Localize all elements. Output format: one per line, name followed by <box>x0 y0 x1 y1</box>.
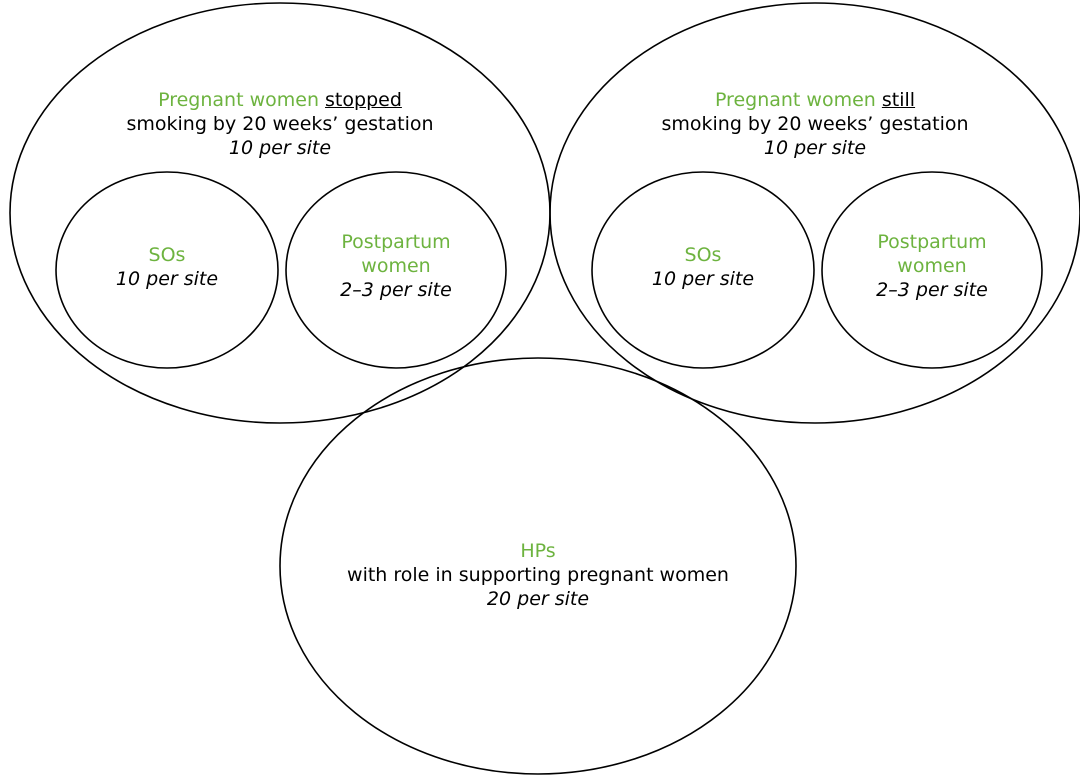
stopped-group-qualifier: stopped <box>325 89 402 111</box>
stopped-postpartum-ellipse <box>285 171 507 369</box>
hps-group-count: 20 per site <box>486 588 590 610</box>
still-group-title-line: Pregnant women still <box>615 88 1015 112</box>
still-sos-count: 10 per site <box>651 268 755 290</box>
stopped-sos-count: 10 per site <box>115 268 219 290</box>
stopped-group-ellipse <box>9 2 551 424</box>
still-group-qualifier: still <box>881 89 916 111</box>
stopped-sos-label: SOs 10 per site <box>67 243 267 291</box>
still-postpartum-title-line2: women <box>897 255 967 277</box>
stopped-group-label: Pregnant women stopped smoking by 20 wee… <box>80 88 480 160</box>
stopped-postpartum-label: Postpartum women 2–3 per site <box>296 230 496 302</box>
still-sos-title: SOs <box>684 244 722 266</box>
stopped-group-count: 10 per site <box>228 137 332 159</box>
stopped-group-description: smoking by 20 weeks’ gestation <box>126 113 434 135</box>
still-sos-label: SOs 10 per site <box>603 243 803 291</box>
still-postpartum-count: 2–3 per site <box>876 279 988 301</box>
hps-group-label: HPs with role in supporting pregnant wom… <box>318 539 758 611</box>
stopped-postpartum-count: 2–3 per site <box>340 279 452 301</box>
still-postpartum-ellipse <box>821 171 1043 369</box>
stopped-postpartum-title-line1: Postpartum <box>341 231 451 253</box>
stopped-sos-ellipse <box>55 171 279 369</box>
stopped-sos-title: SOs <box>148 244 186 266</box>
still-group-title: Pregnant women <box>714 89 876 111</box>
still-group-label: Pregnant women still smoking by 20 weeks… <box>615 88 1015 160</box>
hps-group-ellipse <box>279 357 797 775</box>
still-group-description: smoking by 20 weeks’ gestation <box>661 113 969 135</box>
still-postpartum-label: Postpartum women 2–3 per site <box>832 230 1032 302</box>
stopped-postpartum-title-line2: women <box>361 255 431 277</box>
hps-group-title: HPs <box>520 540 556 562</box>
stopped-group-title-line: Pregnant women stopped <box>80 88 480 112</box>
stopped-group-title: Pregnant women <box>158 89 319 111</box>
still-group-ellipse <box>549 2 1080 424</box>
hps-group-description: with role in supporting pregnant women <box>347 564 729 586</box>
still-postpartum-title-line1: Postpartum <box>877 231 987 253</box>
still-group-count: 10 per site <box>763 137 867 159</box>
still-sos-ellipse <box>591 171 815 369</box>
